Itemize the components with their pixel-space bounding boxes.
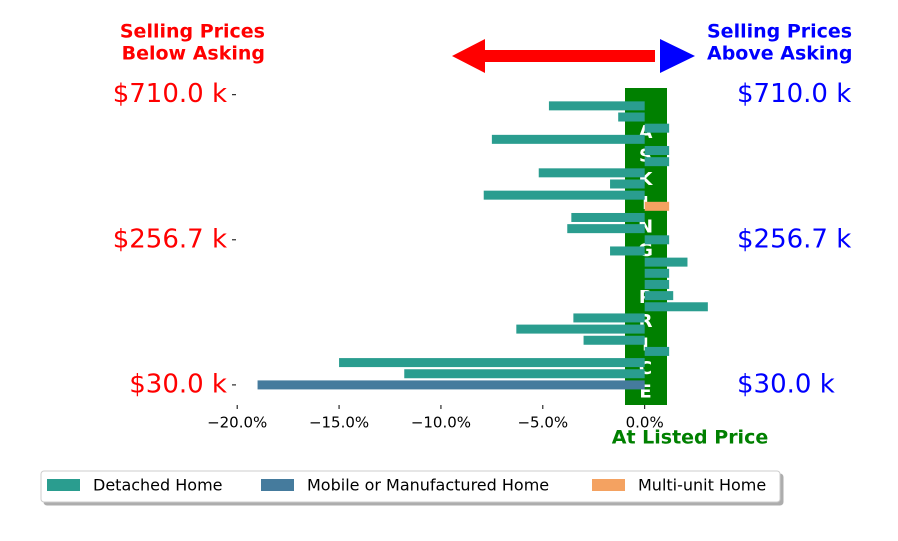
bar (567, 224, 645, 234)
bar (644, 346, 670, 356)
legend-swatch (592, 479, 625, 491)
bar (610, 246, 645, 256)
bar (571, 212, 645, 222)
bar (644, 201, 670, 211)
y-tick-label-right: $30.0 k (737, 369, 835, 399)
bar (339, 358, 645, 368)
y-tick-label-right: $256.7 k (737, 224, 851, 254)
legend-label: Multi-unit Home (638, 476, 766, 495)
legend (40, 470, 781, 503)
legend-swatch (47, 479, 80, 491)
bar (644, 157, 670, 167)
bar (644, 279, 670, 289)
x-tick-label: −15.0% (309, 414, 369, 432)
bar (644, 268, 670, 278)
bar (644, 146, 670, 156)
legend-label: Detached Home (93, 476, 223, 495)
bar (644, 302, 708, 312)
x-tick-label: −20.0% (207, 414, 267, 432)
bar (516, 324, 645, 334)
y-tick-label: $256.7 k (113, 224, 227, 254)
annotation: Selling Prices (707, 21, 852, 43)
annotation: At Listed Price (612, 427, 768, 449)
arrow-left (452, 39, 655, 73)
annotation: Below Asking (122, 43, 265, 65)
bar (644, 235, 670, 245)
y-tick-label: $30.0 k (129, 369, 227, 399)
bar (538, 168, 645, 178)
bar (644, 123, 670, 133)
annotation: Selling Prices (120, 21, 265, 43)
bar (573, 313, 645, 323)
bar (618, 112, 645, 122)
bar (644, 257, 688, 267)
x-tick-label: −10.0% (411, 414, 471, 432)
annotation: Above Asking (707, 43, 853, 65)
bar (257, 380, 645, 390)
x-tick-label: −5.0% (517, 414, 568, 432)
bar (583, 335, 645, 345)
bar (548, 101, 645, 111)
bar (404, 369, 645, 379)
bar (644, 291, 674, 301)
x-tick-label: 0.0% (626, 414, 664, 432)
y-tick-label-right: $710.0 k (737, 79, 851, 109)
bar (491, 134, 645, 144)
bar (483, 190, 645, 200)
legend-label: Mobile or Manufactured Home (307, 476, 549, 495)
y-tick-label: $710.0 k (113, 79, 227, 109)
legend-swatch (261, 479, 294, 491)
bar (610, 179, 645, 189)
arrow-right (660, 39, 695, 73)
